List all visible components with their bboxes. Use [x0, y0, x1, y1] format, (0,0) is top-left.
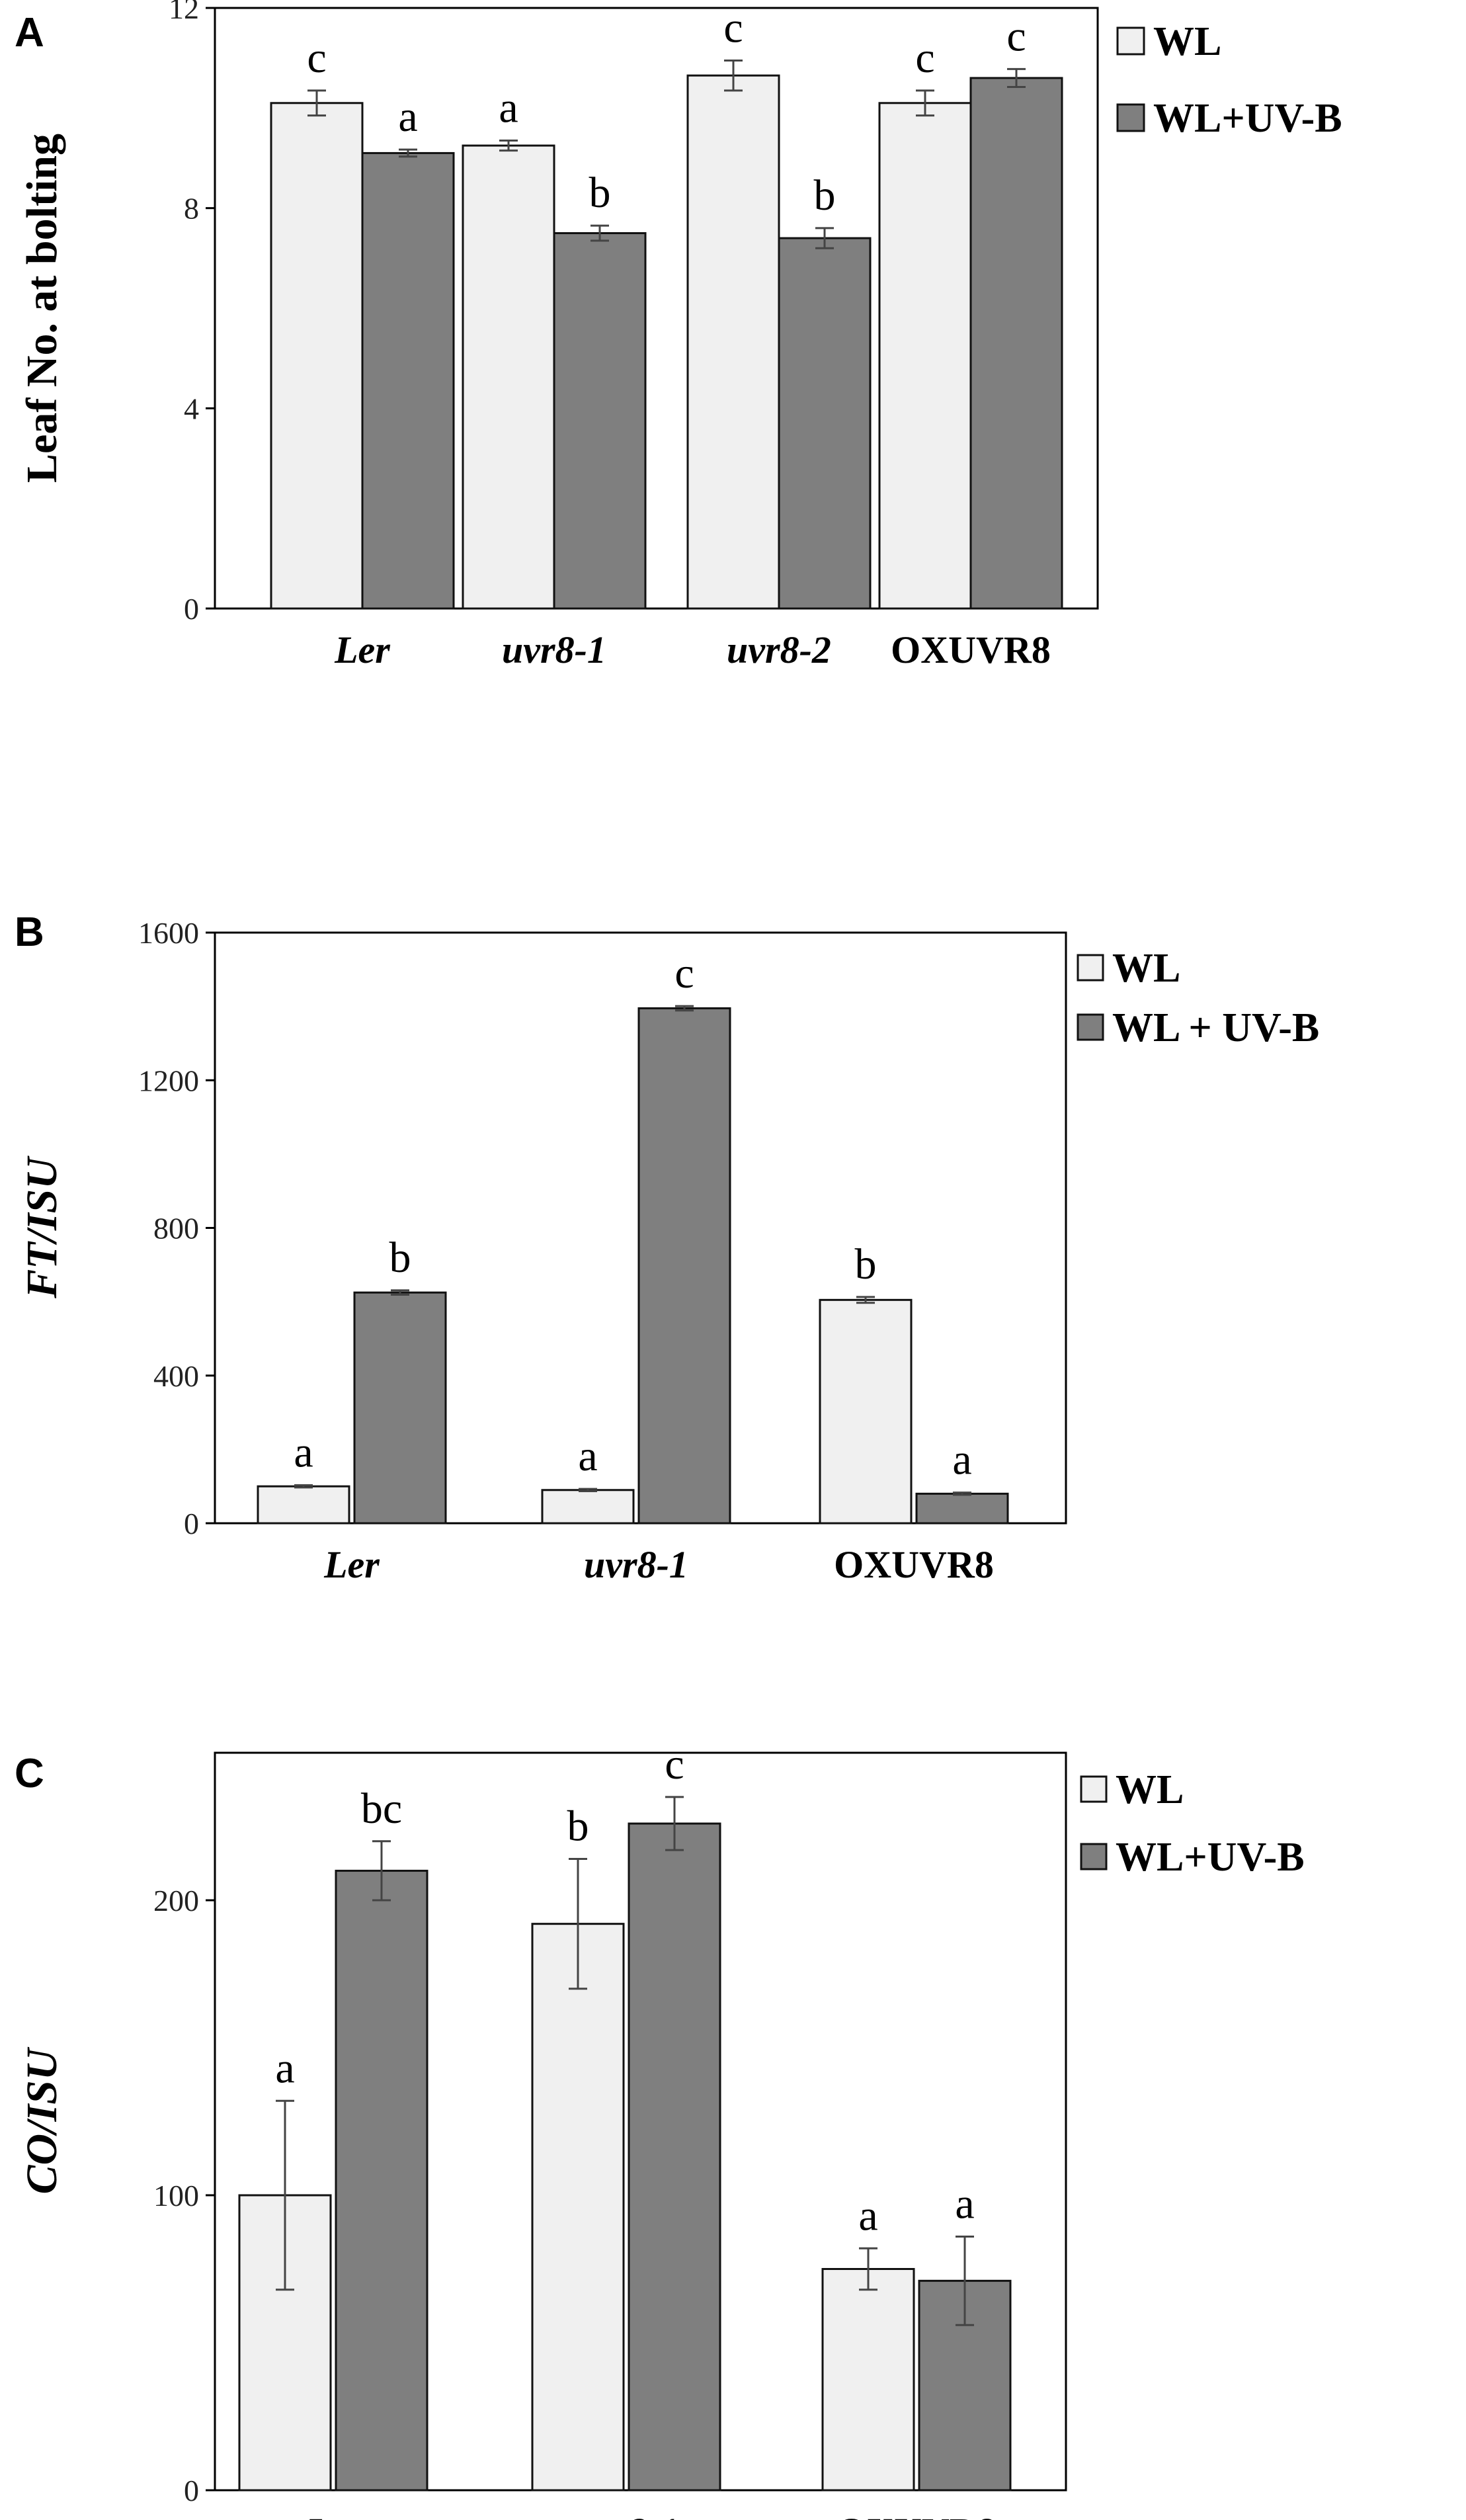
- significance-letter: c: [1006, 12, 1026, 60]
- legend-swatch-uvb: [1080, 1843, 1108, 1870]
- plot-frame: [214, 7, 1099, 610]
- category-label: OXUVR8: [891, 628, 1051, 671]
- bar-uvb: [553, 232, 647, 610]
- y-tick-label: 1200: [138, 1064, 199, 1097]
- y-tick-label: 800: [153, 1212, 199, 1245]
- legend-swatch-uvb: [1116, 103, 1145, 132]
- y-axis-label: FT/ISU: [18, 1155, 66, 1299]
- bar-uvb: [969, 77, 1063, 610]
- y-tick-label: 12: [169, 0, 199, 25]
- legend-swatch-wl: [1080, 1775, 1108, 1803]
- bar-uvb: [628, 1822, 721, 2492]
- bar-wl: [819, 1298, 913, 1525]
- legend-label: WL: [1153, 19, 1221, 64]
- significance-letter: b: [389, 1234, 411, 1282]
- significance-letter: a: [952, 1436, 971, 1484]
- legend-label: WL+UV-B: [1116, 1835, 1305, 1880]
- y-axis-label: Leaf No. at bolting: [18, 134, 66, 483]
- category-label: Ler: [305, 2510, 361, 2520]
- bar-wl: [878, 102, 972, 610]
- legend-swatch-uvb: [1077, 1013, 1104, 1041]
- significance-letter: c: [307, 34, 326, 82]
- y-tick-label: 8: [184, 192, 199, 226]
- panel-b: B 0 400 800 1200 1600 FT/ISU a a b b c a Ler uvr8-1 OXU…: [15, 909, 1319, 1586]
- bar-wl: [462, 144, 555, 610]
- category-label: uvr8-2: [727, 628, 831, 671]
- significance-letter: a: [955, 2179, 974, 2228]
- y-tick-label: 0: [184, 2474, 199, 2507]
- panel-letter: C: [15, 1751, 44, 1796]
- significance-letter: c: [723, 3, 743, 52]
- category-label: Ler: [323, 1543, 380, 1586]
- panel-letter: B: [15, 909, 44, 955]
- y-tick-label: 0: [184, 592, 199, 626]
- bar-uvb: [637, 1007, 731, 1525]
- significance-letter: b: [814, 171, 836, 220]
- bar-wl: [686, 74, 780, 610]
- significance-letter: a: [499, 84, 518, 132]
- bar-wl: [270, 102, 364, 610]
- category-label: OXUVR8: [836, 2510, 997, 2520]
- significance-letter: a: [398, 93, 417, 141]
- category-label: OXUVR8: [834, 1543, 994, 1586]
- bar-uvb: [335, 1869, 428, 2492]
- significance-letter: b: [855, 1240, 877, 1288]
- significance-letter: a: [294, 1429, 313, 1477]
- bar-wl: [257, 1485, 350, 1525]
- y-tick-label: 200: [153, 1884, 199, 1917]
- legend-label: WL+UV-B: [1153, 96, 1342, 141]
- bar-wl: [541, 1489, 635, 1525]
- bar-uvb: [353, 1291, 447, 1525]
- significance-letter: b: [567, 1802, 589, 1851]
- bar-uvb: [361, 151, 455, 610]
- y-tick-label: 0: [184, 1507, 199, 1540]
- panel-a: A 0 4 8 12 Leaf No. at bolting c a c c a b b c Ler uvr8…: [15, 0, 1342, 671]
- category-label: Ler: [334, 628, 390, 671]
- category-label: uvr8-1: [584, 1543, 688, 1586]
- legend-swatch-wl: [1077, 954, 1104, 982]
- panel-letter: A: [15, 10, 44, 56]
- panel-c: C 0 100 200 CO/ISU a b a bc c a Ler uvr8-1 OXUVR8 WL WL…: [15, 1740, 1305, 2520]
- category-label: uvr8-1: [574, 2510, 678, 2520]
- significance-letter: c: [674, 949, 694, 997]
- legend-label: WL: [1112, 946, 1180, 991]
- bar-wl: [821, 2268, 915, 2492]
- y-tick-label: 1600: [138, 916, 199, 950]
- y-tick-label: 100: [153, 2179, 199, 2212]
- category-label: uvr8-1: [502, 628, 606, 671]
- legend-label: WL: [1116, 1767, 1184, 1812]
- significance-letter: a: [275, 2044, 294, 2092]
- y-axis-label: CO/ISU: [18, 2046, 66, 2194]
- legend-swatch-wl: [1116, 26, 1145, 56]
- bar-uvb: [778, 237, 872, 610]
- significance-letter: c: [915, 34, 934, 82]
- significance-letter: bc: [361, 1785, 402, 1833]
- legend-label: WL + UV-B: [1112, 1005, 1319, 1050]
- significance-letter: b: [589, 169, 611, 217]
- y-tick-label: 4: [184, 392, 199, 425]
- bar-wl: [531, 1923, 625, 2492]
- bar-uvb: [915, 1492, 1009, 1525]
- significance-letter: c: [665, 1740, 684, 1788]
- significance-letter: a: [858, 2191, 877, 2240]
- significance-letter: a: [578, 1432, 597, 1480]
- y-tick-label: 400: [153, 1359, 199, 1393]
